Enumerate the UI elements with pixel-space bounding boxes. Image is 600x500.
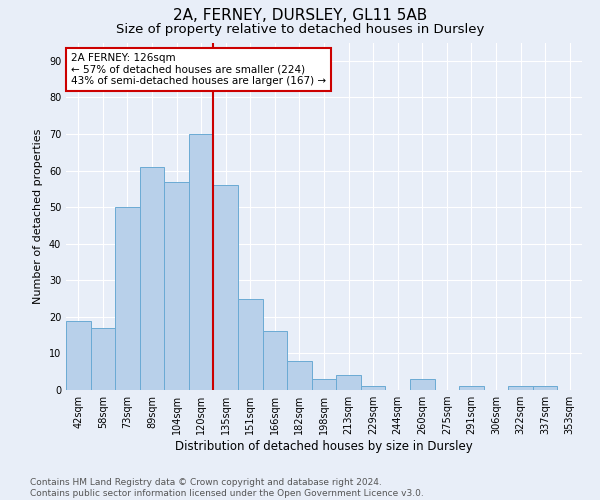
Bar bbox=[361, 386, 385, 390]
Bar bbox=[336, 376, 361, 390]
Bar bbox=[238, 298, 263, 390]
Bar bbox=[140, 167, 164, 390]
Bar bbox=[312, 379, 336, 390]
Bar bbox=[459, 386, 484, 390]
X-axis label: Distribution of detached houses by size in Dursley: Distribution of detached houses by size … bbox=[175, 440, 473, 453]
Text: 2A, FERNEY, DURSLEY, GL11 5AB: 2A, FERNEY, DURSLEY, GL11 5AB bbox=[173, 8, 427, 22]
Bar bbox=[91, 328, 115, 390]
Bar bbox=[164, 182, 189, 390]
Bar bbox=[66, 320, 91, 390]
Bar bbox=[214, 185, 238, 390]
Text: Contains HM Land Registry data © Crown copyright and database right 2024.
Contai: Contains HM Land Registry data © Crown c… bbox=[30, 478, 424, 498]
Text: Size of property relative to detached houses in Dursley: Size of property relative to detached ho… bbox=[116, 22, 484, 36]
Bar bbox=[533, 386, 557, 390]
Text: 2A FERNEY: 126sqm
← 57% of detached houses are smaller (224)
43% of semi-detache: 2A FERNEY: 126sqm ← 57% of detached hous… bbox=[71, 53, 326, 86]
Bar bbox=[410, 379, 434, 390]
Bar bbox=[189, 134, 214, 390]
Bar bbox=[508, 386, 533, 390]
Y-axis label: Number of detached properties: Number of detached properties bbox=[33, 128, 43, 304]
Bar bbox=[287, 360, 312, 390]
Bar bbox=[115, 207, 140, 390]
Bar bbox=[263, 332, 287, 390]
